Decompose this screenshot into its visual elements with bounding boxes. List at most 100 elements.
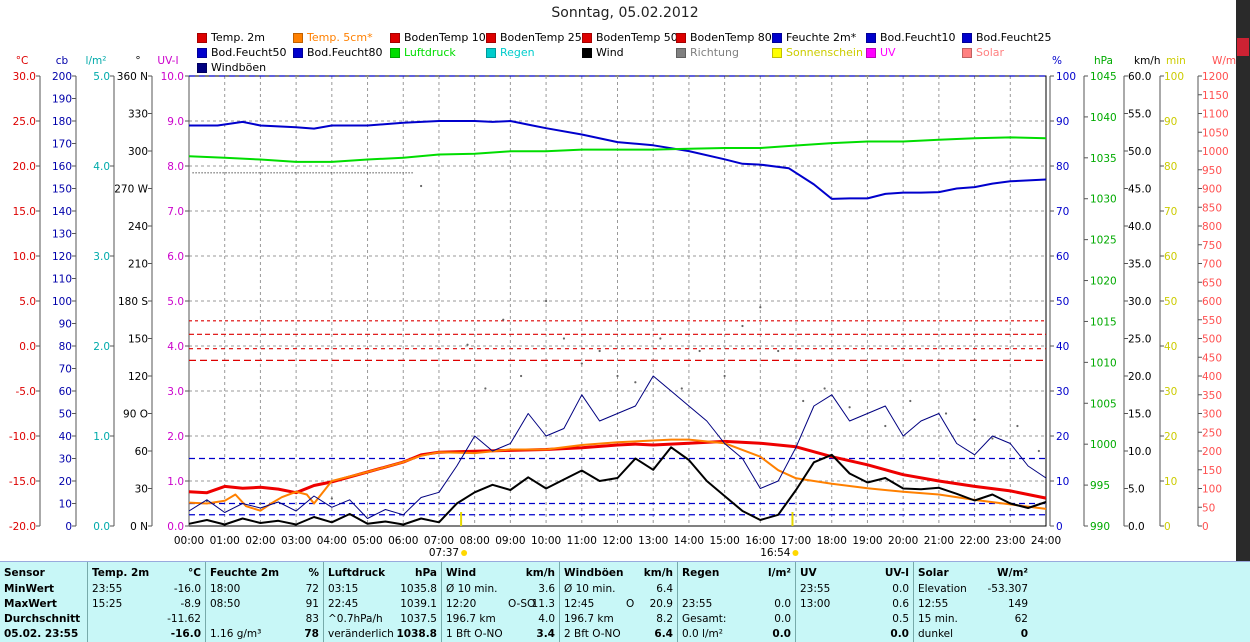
axis-tick-label-rain: 0.0 [93, 521, 110, 533]
direction-point [909, 399, 912, 403]
axis-unit-hum: % [1052, 55, 1062, 67]
stats-cell: 1039.1 [400, 598, 437, 610]
stats-cell: Ø 10 min. [446, 583, 498, 595]
axis-tick-label-wm2: 150 [1202, 465, 1222, 477]
direction-point [1016, 424, 1019, 428]
stats-sensor-header: Sensor [4, 567, 45, 579]
stats-cell: 6.4 [656, 583, 673, 595]
legend-label: Luftdruck [404, 46, 456, 59]
legend-label: Sonnenschein [786, 46, 863, 59]
axis-tick-label-wm2: 550 [1202, 315, 1222, 327]
legend-label: Solar [976, 46, 1005, 59]
stats-row: 2 Bft O-NO 6.4 [564, 627, 673, 642]
axis-tick-label-wm2: 1000 [1202, 146, 1229, 158]
legend-label: Bod.Feucht50 [211, 46, 287, 59]
stats-cell: 196.7 km [564, 613, 614, 625]
stats-cell: -16.0 [170, 628, 201, 640]
series-line-4 [188, 446, 1047, 526]
axis-tick-label-hum: 0 [1056, 521, 1063, 533]
axis-tick-label-cb: 170 [52, 139, 72, 151]
direction-point [562, 337, 566, 340]
stats-cell: 08:50 [210, 598, 241, 610]
axis-tick-label-wm2: 350 [1202, 390, 1222, 402]
stats-cell: 0 [1020, 628, 1028, 640]
stats-col-temp: Temp. 2m °C 23:55 -16.0 15:25 -8.9 -11.62 -16.0 [88, 562, 206, 642]
axis-tick-label-min: 50 [1164, 296, 1177, 308]
axis-tick-label-cb: 190 [52, 94, 72, 106]
stats-cell: 8.2 [656, 613, 673, 625]
axis-tick-label-min: 40 [1164, 341, 1177, 353]
x-tick-label: 22:00 [959, 535, 989, 547]
axis-tick-label-hum: 40 [1056, 341, 1069, 353]
stats-cell: 1035.8 [400, 583, 437, 595]
stats-cell: 0.0 [774, 613, 791, 625]
stats-row: 22:45 1039.1 [328, 597, 437, 612]
stats-cell: 18:00 [210, 583, 241, 595]
stats-header: Feuchte 2m [210, 567, 280, 579]
stats-header: Regen [682, 567, 720, 579]
axis-tick-label-cb: 130 [52, 229, 72, 241]
legend-item: UV [866, 46, 896, 59]
x-tick-label: 15:00 [709, 535, 739, 547]
axis-tick-label-hpa: 1040 [1090, 112, 1117, 124]
x-tick-label: 11:00 [567, 535, 597, 547]
axis-tick-label-cb: 90 [59, 319, 72, 331]
stats-cell: 15:25 [92, 598, 123, 610]
stats-row: 196.7 km 8.2 [564, 612, 673, 627]
axis-tick-label-temp: -20.0 [9, 521, 36, 533]
axis-tick-label-dir: 30 [135, 484, 148, 496]
direction-point [884, 424, 887, 428]
stats-col-sensor: Sensor MinWert MaxWert Durchschnitt 05.0… [0, 562, 88, 642]
legend-label: Wind [596, 46, 624, 59]
stats-unit: km/h [643, 567, 673, 579]
stats-col-windboeen: Windböen km/h Ø 10 min. 6.4 12:45 O 20.9 196.7 … [560, 562, 678, 642]
axis-tick-label-dir: 270 W [114, 184, 148, 196]
axis-tick-label-wm2: 1200 [1202, 71, 1229, 83]
axis-tick-label-rain: 3.0 [93, 251, 110, 263]
stats-cell: 12:55 [918, 598, 949, 610]
stats-label-avg: Durchschnitt [4, 613, 81, 625]
axis-tick-label-cb: 150 [52, 184, 72, 196]
axis-tick-label-dir: 300 [128, 146, 148, 158]
x-tick-label: 10:00 [531, 535, 561, 547]
stats-col-uv: UV UV-I 23:55 0.0 13:00 0.6 0.5 0.0 [796, 562, 914, 642]
legend-swatch [962, 32, 972, 43]
stats-row: 12:55 149 [918, 597, 1028, 612]
axis-tick-label-rain: 2.0 [93, 341, 110, 353]
x-tick-label: 06:00 [388, 535, 418, 547]
axis-tick-label-temp: 15.0 [13, 206, 36, 218]
stats-cell: dunkel [918, 628, 954, 640]
axis-tick-label-cb: 120 [52, 251, 72, 263]
stats-cell: 12:20 [446, 598, 477, 610]
x-tick-label: 13:00 [638, 535, 668, 547]
axis-tick-label-temp: 20.0 [13, 161, 36, 173]
stats-cell: 0.5 [892, 613, 909, 625]
x-tick-label: 21:00 [924, 535, 954, 547]
stats-header-row: Temp. 2m °C [92, 566, 201, 581]
axis-tick-label-kmh: 50.0 [1128, 146, 1151, 158]
x-tick-label: 05:00 [352, 535, 382, 547]
axis-tick-label-min: 100 [1164, 71, 1184, 83]
stats-row: Elevation -53.307 [918, 582, 1028, 597]
stats-cell: 12:45 [564, 598, 595, 610]
axis-tick-label-cb: 160 [52, 161, 72, 173]
axis-tick-label-hum: 60 [1056, 251, 1069, 263]
x-tick-label: 04:00 [317, 535, 347, 547]
stats-row [682, 582, 791, 597]
axis-tick-label-min: 90 [1164, 116, 1177, 128]
axis-unit-cb: cb [56, 55, 69, 67]
stats-row: -16.0 [92, 627, 201, 642]
stats-cell: -53.307 [987, 583, 1028, 595]
legend-item: BodenTemp 10 [390, 31, 486, 44]
direction-point [580, 362, 583, 365]
x-tick-label: 19:00 [852, 535, 882, 547]
legend-item: Windböen [197, 61, 266, 74]
direction-point [802, 399, 805, 403]
direction-point [484, 387, 487, 390]
axis-tick-label-wm2: 0 [1202, 521, 1209, 533]
legend-label: Temp. 2m [211, 31, 266, 44]
direction-point [420, 184, 423, 188]
axis-tick-label-wm2: 950 [1202, 165, 1222, 177]
axis-tick-label-dir: 360 N [117, 71, 148, 83]
axis-tick-label-wm2: 600 [1202, 296, 1222, 308]
